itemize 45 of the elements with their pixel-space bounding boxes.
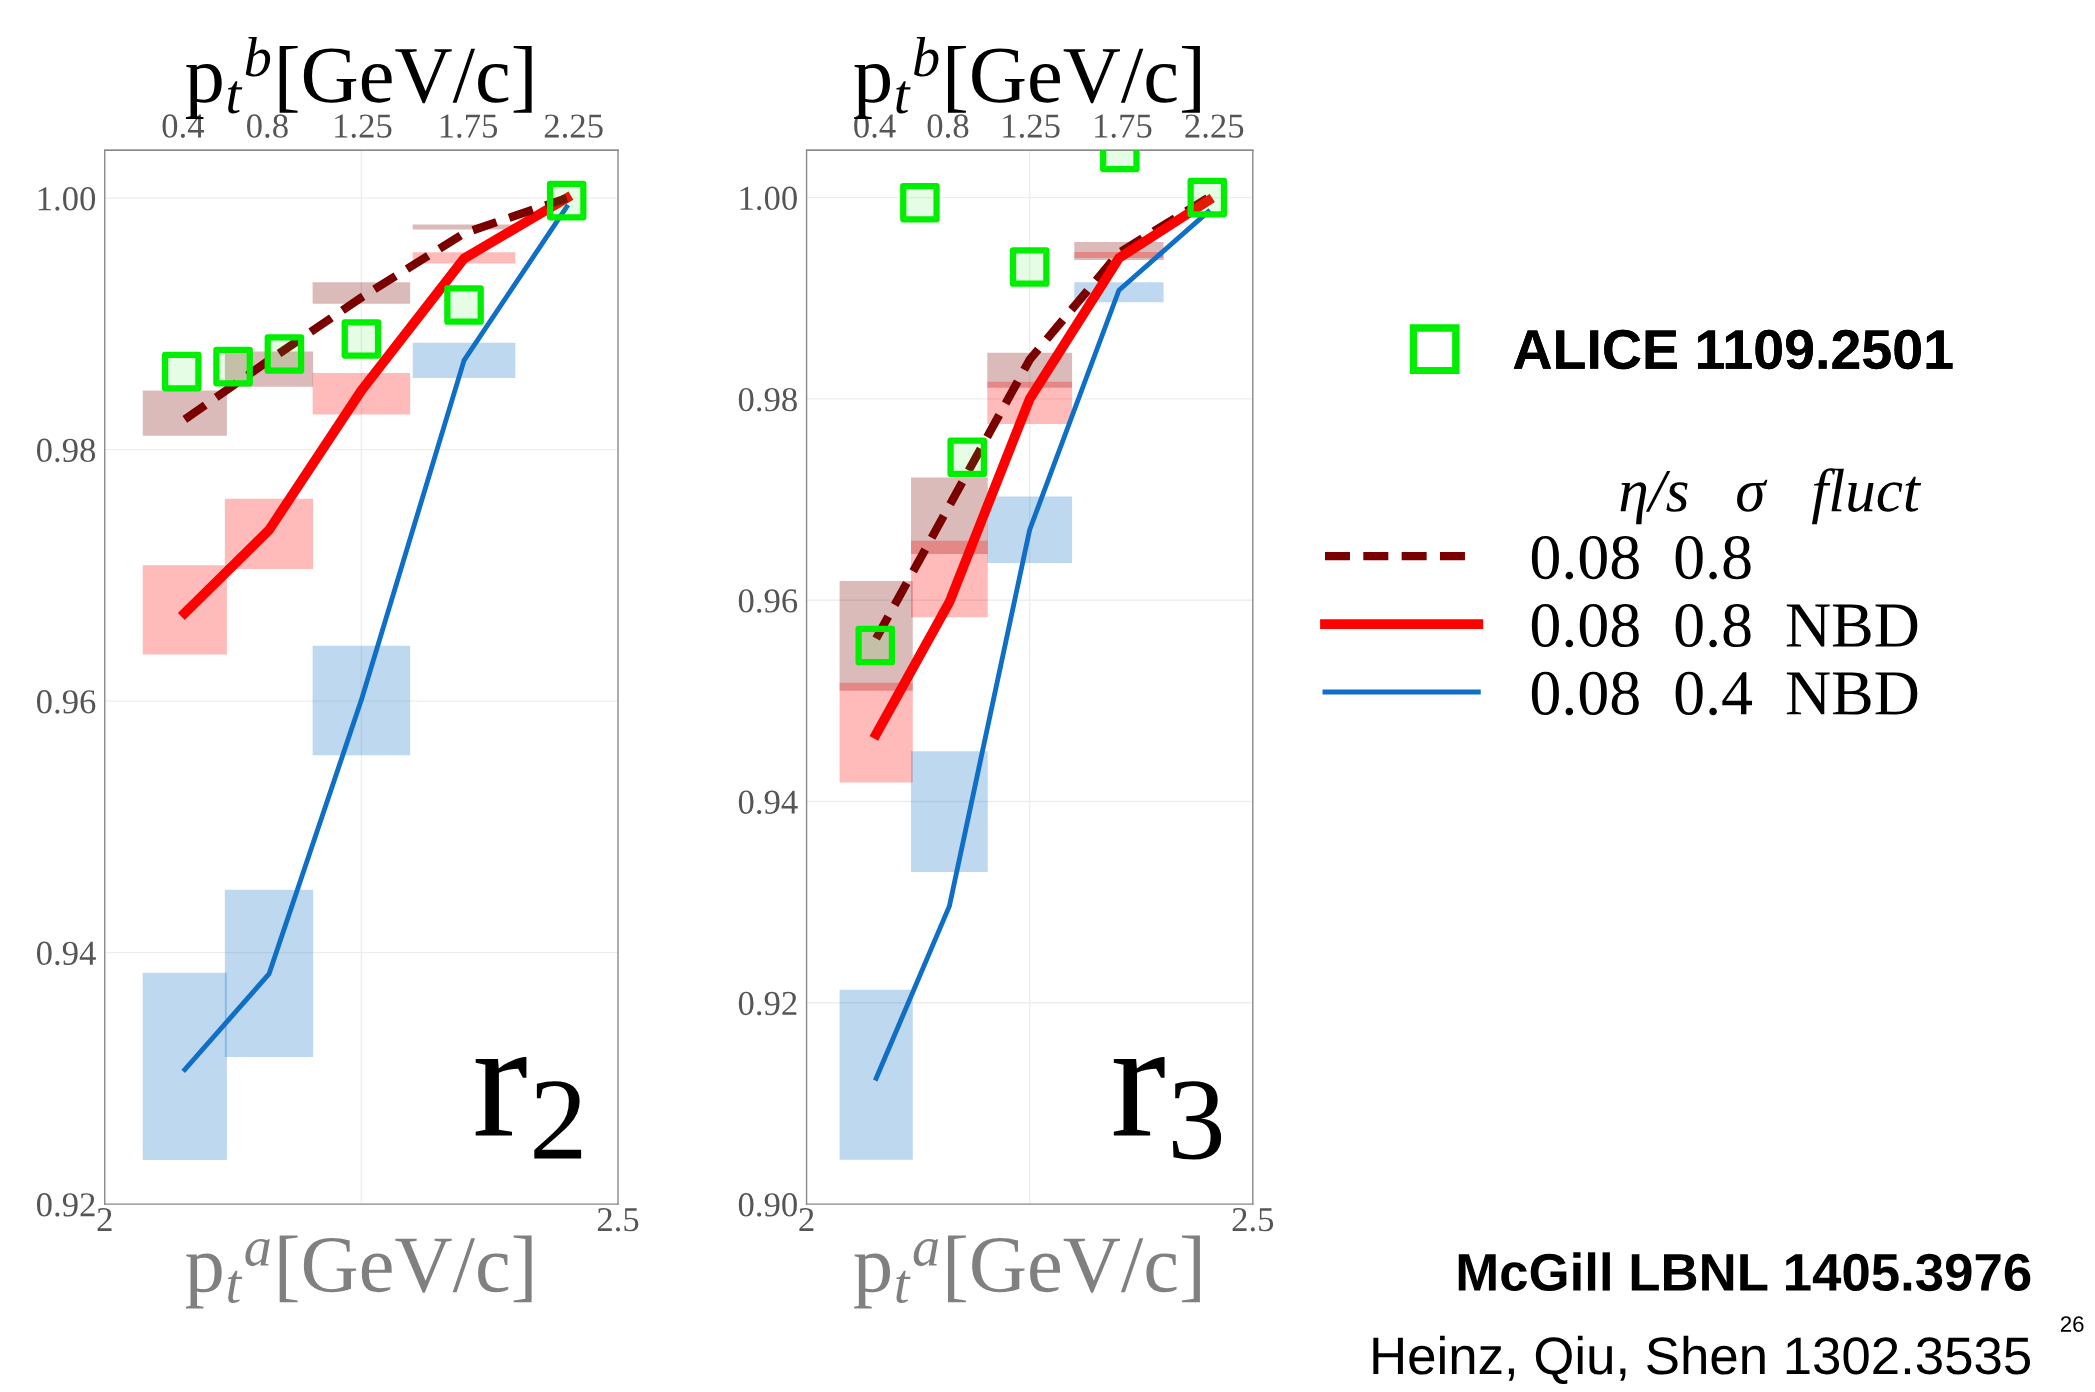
point — [213, 346, 253, 387]
legend-label: 0.08 0.8 — [1531, 536, 1751, 580]
y-tick-label: 0.94 — [738, 790, 798, 815]
text: Heinz, Qiu, Shen 1302.3535 — [1373, 1335, 2030, 1385]
legend-label: 0.08 0.4 NBD — [1531, 671, 1918, 716]
point — [1009, 247, 1050, 287]
x2-tick-label: 1.75 — [440, 114, 498, 138]
x2-tick-label: 2.25 — [544, 114, 603, 138]
x-tick-label: 2.5 — [1232, 1207, 1274, 1232]
y-tick-label: 0.90 — [738, 1193, 797, 1217]
annotation: r$_{2}$ — [475, 1056, 582, 1159]
point — [947, 437, 988, 478]
legend-label: 0.08 0.8 NBD — [1531, 603, 1918, 648]
point — [444, 285, 484, 325]
x-tick-label: 2 — [97, 1207, 112, 1231]
y-tick-label: 0.96 — [738, 589, 798, 613]
x2-tick-label: 1.75 — [1095, 114, 1152, 138]
y-tick-label: 0.98 — [36, 438, 96, 463]
text: 26 — [2060, 1316, 2084, 1332]
point — [546, 180, 587, 221]
x-tick-label: 2.5 — [597, 1207, 639, 1232]
text: McGill LBNL 1405.3976 — [1458, 1252, 2031, 1292]
y-tick-label: 0.92 — [36, 1193, 95, 1217]
point — [341, 319, 382, 359]
point — [161, 351, 202, 392]
x-axis-title: p$_{t}$$^{a}$[GeV/c] — [185, 1235, 532, 1309]
y-tick-label: 0.92 — [738, 991, 797, 1016]
y-tick-label: 1.00 — [38, 187, 96, 211]
y-tick-label: 1.00 — [740, 186, 797, 211]
annotation: r$_{3}$ — [1113, 1056, 1222, 1160]
y-tick-label: 0.96 — [36, 690, 96, 714]
x2-tick-label: 2.25 — [1185, 114, 1244, 138]
x2-tick-label: 0.8 — [927, 114, 969, 138]
x2-tick-label: 1.25 — [335, 114, 392, 138]
x-tick-label: 2 — [799, 1207, 814, 1231]
point — [264, 334, 305, 374]
x2-tick-label: 1.25 — [1003, 114, 1060, 138]
point — [900, 182, 940, 223]
y-tick-label: 0.98 — [738, 387, 797, 412]
point — [1187, 177, 1228, 218]
legend-title: η/s σ fluct — [1620, 468, 1922, 525]
x-axis-title: p$_{t}$$^{a}$[GeV/c] — [854, 1235, 1200, 1309]
y-tick-label: 0.94 — [36, 941, 96, 966]
legend-label: ALICE 1109.2501 — [1513, 329, 1953, 370]
point — [855, 625, 896, 666]
